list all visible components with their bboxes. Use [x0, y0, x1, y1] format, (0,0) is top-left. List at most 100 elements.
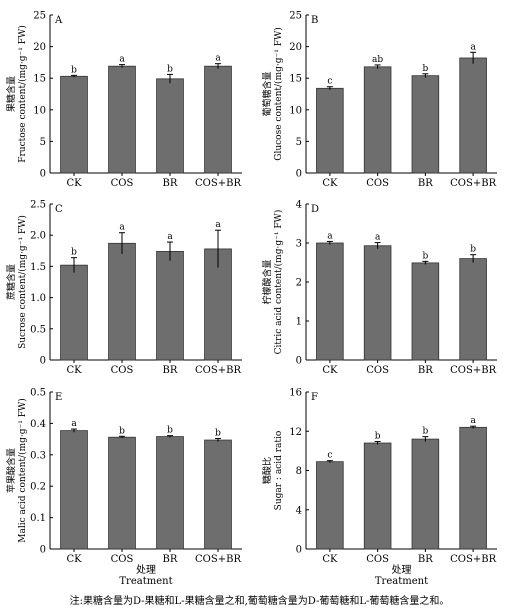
significance-label: b: [71, 65, 77, 75]
significance-label: b: [167, 426, 173, 436]
y-tick-label: 0.1: [30, 513, 46, 524]
significance-label: a: [215, 54, 221, 64]
bar-COS: [108, 436, 136, 550]
y-tick-label: 0: [296, 169, 302, 180]
panel-letter: F: [311, 392, 318, 403]
significance-label: a: [119, 223, 125, 233]
y-tick-label: 20: [33, 42, 46, 53]
y-tick-label: 0.5: [30, 324, 46, 335]
y-axis-label-cn: 苹果酸含量: [5, 448, 17, 493]
panel-letter: B: [311, 15, 318, 26]
chart-panel-F: 0 4 8 12 16 Fc CK b COS b BR a COS+BR 糖酸比 Sugar : acid…: [261, 388, 497, 587]
significance-label: a: [119, 55, 125, 65]
x-tick-label: BR: [418, 365, 433, 376]
y-tick-label: 3: [296, 239, 302, 250]
bar-COS: [363, 245, 392, 361]
significance-label: a: [470, 416, 476, 426]
y-axis-label: Sugar : acid ratio: [274, 431, 284, 511]
chart-panel-E: 0 0.1 0.2 0.3 0.4 0.5 Ea CK b COS b BR b COS+BR 苹果酸含量 M…: [5, 388, 242, 587]
bar-COS+BR: [459, 426, 487, 550]
bar-COS+BR: [204, 439, 232, 550]
x-tick-label: COS+BR: [450, 178, 496, 189]
y-tick-label: 16: [289, 388, 302, 399]
y-tick-label: 1: [296, 317, 302, 328]
y-tick-label: 5: [40, 137, 46, 148]
x-tick-label: BR: [163, 365, 178, 376]
bar-COS: [363, 66, 392, 174]
x-tick-label: COS+BR: [195, 554, 241, 565]
chart-panel-C: 0 0.5 1.0 1.5 2.0 2.5 Cb CK a COS a BR a COS+BR 蔗糖含量 Su…: [5, 200, 242, 376]
bar-COS: [363, 442, 392, 550]
significance-label: a: [470, 42, 476, 52]
bar-COS+BR: [459, 57, 487, 174]
significance-label: b: [470, 245, 476, 255]
y-axis-label: Glucose content/(mg·g⁻¹ FW): [273, 27, 284, 160]
panel-letter: D: [311, 204, 319, 215]
x-tick-label: COS: [366, 365, 389, 376]
chart-panel-D: 0 1 2 3 4 Da CK a COS b BR b COS+BR 柠檬酸含量 Citric acid …: [261, 200, 497, 376]
panel-letter: C: [55, 204, 63, 215]
significance-label: b: [71, 248, 77, 258]
significance-label: a: [327, 231, 333, 241]
y-tick-label: 1.0: [30, 293, 46, 304]
bar-CK: [60, 264, 88, 361]
bar-BR: [411, 262, 440, 361]
y-axis-label-cn: 糖酸比: [261, 457, 273, 484]
y-tick-label: 8: [296, 466, 302, 477]
bar-BR: [411, 75, 440, 174]
x-tick-label: COS+BR: [450, 365, 496, 376]
significance-label: ab: [372, 55, 383, 65]
y-tick-label: 0: [296, 356, 302, 367]
y-tick-label: 2: [296, 278, 302, 289]
bar-COS+BR: [204, 65, 232, 174]
y-tick-label: 15: [289, 74, 302, 85]
y-tick-label: 0.3: [30, 450, 46, 461]
significance-label: b: [422, 64, 428, 74]
y-axis-label: Fructose content/(mg·g⁻¹ FW): [17, 25, 28, 163]
bar-BR: [156, 436, 184, 550]
x-tick-label: CK: [66, 554, 82, 565]
x-tick-label: COS: [366, 178, 389, 189]
significance-label: b: [215, 428, 221, 438]
x-tick-label: COS: [111, 365, 134, 376]
significance-label: c: [327, 451, 332, 461]
x-axis-label-cn: 处理: [392, 564, 412, 576]
x-tick-label: BR: [163, 178, 178, 189]
x-tick-label: CK: [322, 554, 338, 565]
panel-letter: A: [54, 15, 63, 26]
y-tick-label: 2.0: [30, 231, 46, 242]
y-tick-label: 0.2: [30, 482, 46, 493]
bar-BR: [411, 438, 440, 550]
y-tick-label: 25: [33, 11, 46, 22]
x-tick-label: COS: [111, 554, 134, 565]
x-tick-label: BR: [163, 554, 178, 565]
significance-label: b: [375, 432, 381, 442]
x-tick-label: COS+BR: [450, 554, 496, 565]
significance-label: b: [119, 426, 125, 436]
y-tick-label: 1.5: [30, 262, 46, 273]
x-tick-label: CK: [322, 365, 338, 376]
y-axis-label: Citric acid content/(mg·g⁻¹ FW): [273, 210, 284, 355]
x-tick-label: CK: [66, 178, 82, 189]
significance-label: a: [375, 233, 381, 243]
x-tick-label: CK: [322, 178, 338, 189]
y-tick-label: 0: [40, 356, 46, 367]
x-tick-label: COS: [366, 554, 389, 565]
bar-COS: [108, 65, 136, 174]
bar-COS: [108, 242, 136, 361]
y-tick-label: 0.5: [30, 388, 46, 399]
x-axis-label: Treatment: [375, 576, 428, 587]
y-axis-label-cn: 果糖含量: [5, 76, 17, 112]
x-tick-label: BR: [418, 554, 433, 565]
significance-label: c: [327, 77, 332, 87]
y-tick-label: 0.4: [30, 419, 46, 430]
significance-label: a: [71, 419, 77, 429]
bar-BR: [156, 251, 184, 361]
x-axis-label: Treatment: [119, 576, 172, 587]
y-axis-label-cn: 葡萄糖含量: [261, 71, 273, 116]
chart-panel-A: 0 5 10 15 20 25 Ab CK a COS b BR a COS+BR 果糖含量 Fructose…: [5, 11, 242, 189]
y-tick-label: 10: [289, 105, 302, 116]
y-tick-label: 4: [296, 200, 302, 211]
significance-label: b: [167, 64, 173, 74]
